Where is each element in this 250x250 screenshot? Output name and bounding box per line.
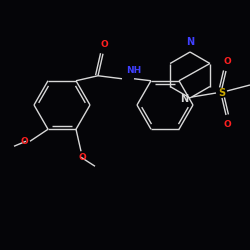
Text: O: O: [223, 57, 231, 66]
Text: O: O: [100, 40, 108, 49]
Text: N: N: [186, 37, 194, 47]
Text: N: N: [180, 94, 188, 104]
Text: NH: NH: [126, 66, 141, 75]
Text: O: O: [223, 120, 231, 129]
Text: S: S: [218, 88, 226, 98]
Text: O: O: [20, 137, 28, 146]
Text: O: O: [78, 153, 86, 162]
